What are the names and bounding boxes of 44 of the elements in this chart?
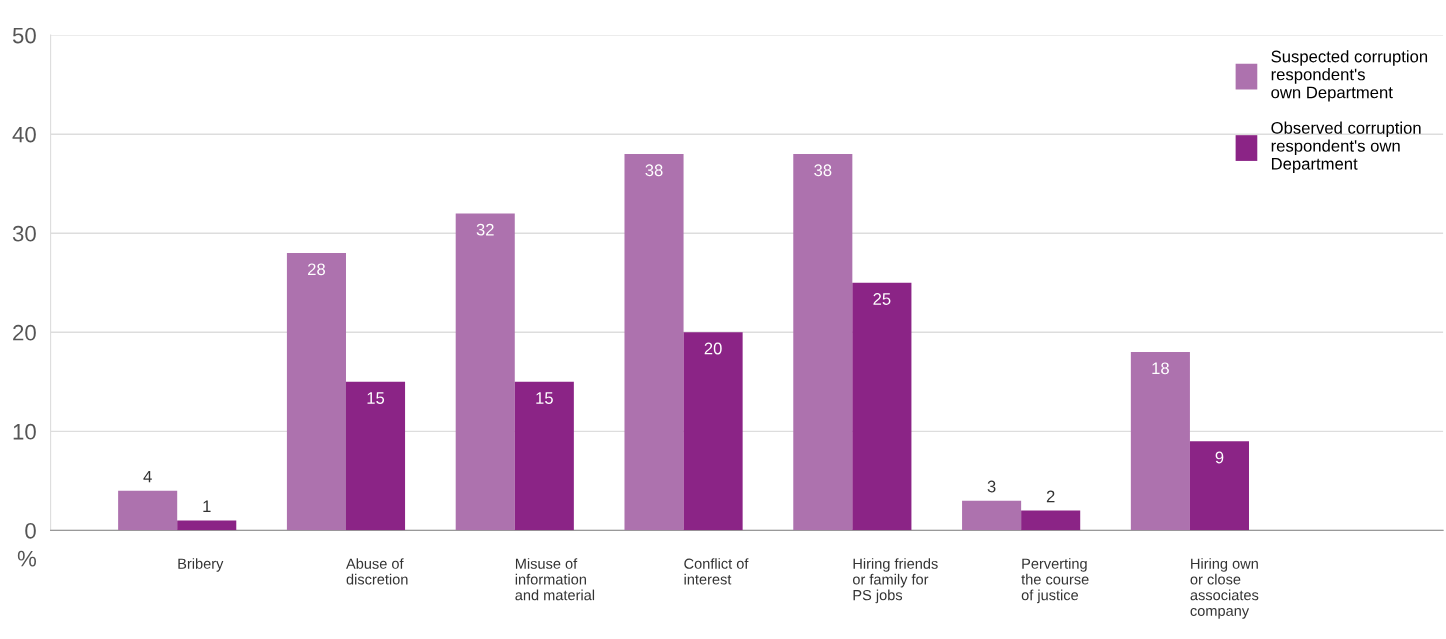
data-label: 9 [1215,451,1224,464]
y-tick-label: 10 [13,423,36,440]
bar [852,282,912,531]
data-label: 18 [1152,362,1169,375]
x-tick-label: Hiring own or close associates company [1190,558,1259,619]
legend-label: Suspected corruption respondent's own Department [1271,50,1428,102]
bar [177,520,237,531]
data-label: 32 [476,223,494,236]
data-label: 15 [536,392,553,404]
x-tick-label: Conflict of interest [684,558,749,585]
y-tick-label: 50 [12,27,36,44]
y-tick-label: 30 [12,225,36,242]
x-tick-label: Bribery [178,558,224,572]
data-label: 25 [873,293,891,305]
legend-label: Observed corruption respondent's own Department [1271,121,1421,174]
bar [683,332,743,531]
bar [455,213,515,531]
bar [962,500,1022,531]
data-label: 3 [987,480,996,493]
bar [1021,510,1081,531]
data-label: 4 [143,470,152,483]
x-tick-label: Hiring friends or family for PS jobs [852,558,938,604]
bar [1189,441,1249,531]
bar [1130,352,1190,531]
y-tick-label: 0 [25,522,36,539]
data-label: 38 [645,164,663,177]
data-label: 15 [367,392,385,404]
bar [118,490,178,531]
y-tick-label: 20 [13,324,36,341]
x-tick-label: Perverting the course of justice [1021,558,1089,604]
bar [624,154,684,531]
data-label: 1 [203,500,211,513]
bar [286,253,346,531]
bar [514,381,574,531]
bar [793,154,853,531]
x-tick-label: Abuse of discretion [346,558,408,585]
data-label: 20 [704,342,722,355]
data-label: 38 [814,164,832,177]
bar [345,381,406,531]
y-axis-title: % [17,550,37,567]
x-tick-label: Misuse of information and material [515,558,595,601]
data-label: 2 [1046,490,1055,503]
y-tick-label: 40 [12,126,36,143]
data-label: 28 [308,263,325,276]
